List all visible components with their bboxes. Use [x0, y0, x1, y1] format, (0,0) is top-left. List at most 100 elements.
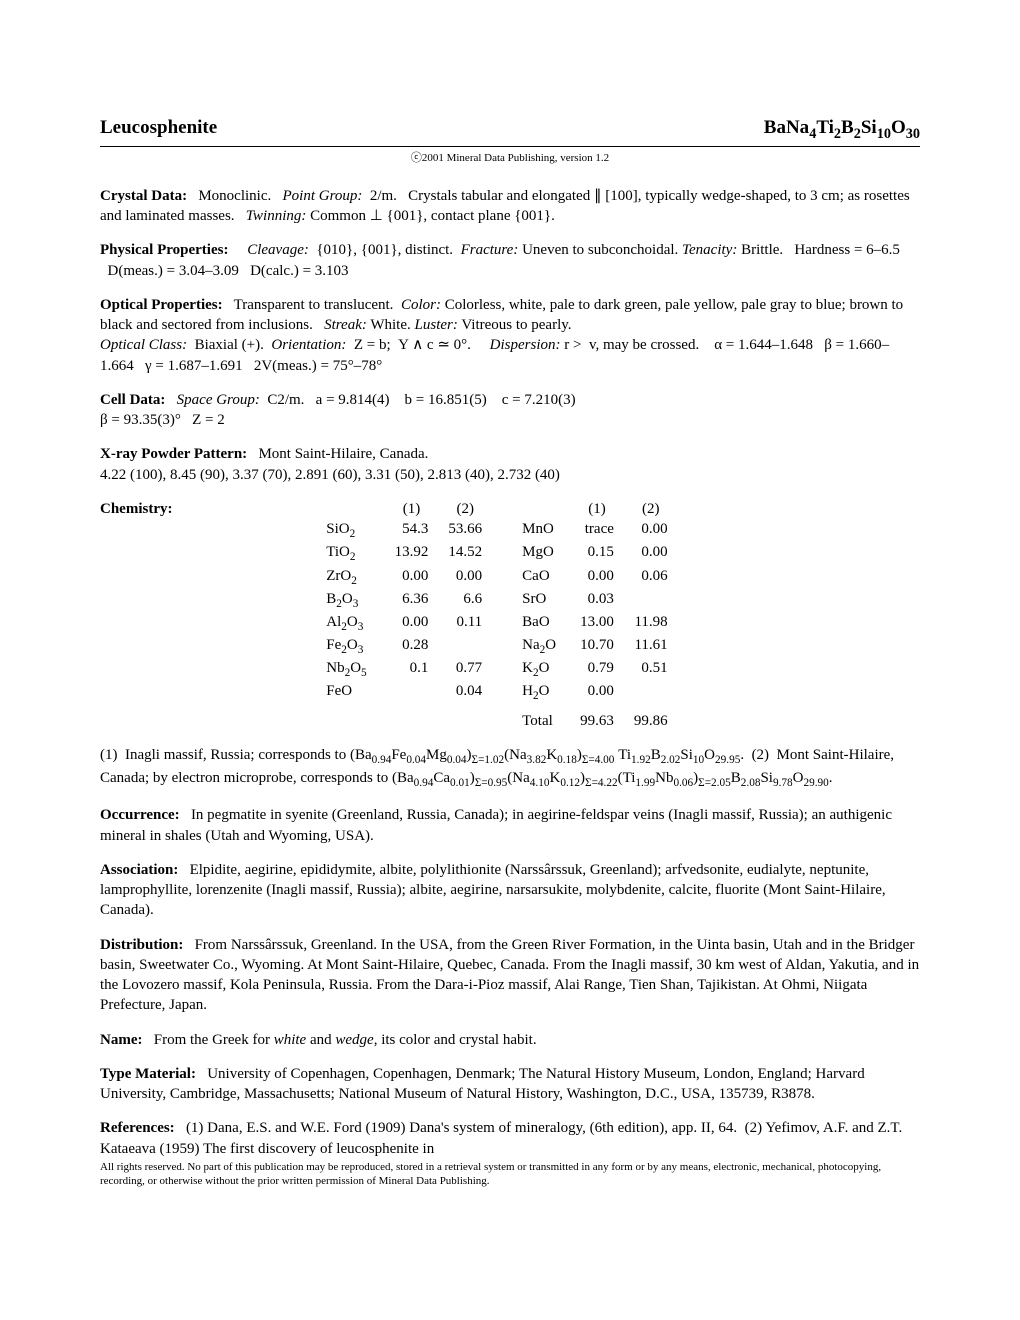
- value-cell: 11.61: [624, 635, 678, 658]
- value-cell: 0.79: [570, 658, 624, 681]
- section-body: From the Greek for white and wedge, its …: [154, 1032, 537, 1048]
- compound-cell: SrO: [492, 589, 570, 612]
- table-row: Nb2O50.10.77K2O0.790.51: [316, 658, 677, 681]
- col-header: (2): [438, 499, 492, 519]
- section-label: References:: [100, 1120, 175, 1136]
- compound-cell: K2O: [492, 658, 570, 681]
- value-cell: [624, 681, 678, 704]
- value-cell: 0.00: [570, 566, 624, 589]
- chemistry-table: (1) (2) (1) (2) SiO254.353.66MnOtrace0.0…: [316, 499, 677, 731]
- mineral-name: Leucosphenite: [100, 115, 217, 141]
- copyright-line: ⓒ2001 Mineral Data Publishing, version 1…: [100, 151, 920, 166]
- section-body: Space Group: C2/m. a = 9.814(4) b = 16.8…: [100, 392, 576, 428]
- compound-cell: FeO: [316, 681, 384, 704]
- value-cell: 0.00: [438, 566, 492, 589]
- section-body: From Narssârssuk, Greenland. In the USA,…: [100, 937, 919, 1014]
- table-row: TiO213.9214.52MgO0.150.00: [316, 542, 677, 565]
- table-row: Fe2O30.28 Na2O10.7011.61: [316, 635, 677, 658]
- total-label: Total: [492, 711, 570, 731]
- physical-properties-section: Physical Properties: Cleavage: {010}, {0…: [100, 240, 920, 281]
- xray-section: X-ray Powder Pattern: Mont Saint-Hilaire…: [100, 444, 920, 485]
- value-cell: 0.03: [570, 589, 624, 612]
- table-row: B2O36.366.6SrO0.03: [316, 589, 677, 612]
- type-material-section: Type Material: University of Copenhagen,…: [100, 1064, 920, 1105]
- value-cell: 11.98: [624, 612, 678, 635]
- compound-cell: Na2O: [492, 635, 570, 658]
- section-label: Optical Properties:: [100, 297, 223, 313]
- compound-cell: H2O: [492, 681, 570, 704]
- section-label: Type Material:: [100, 1066, 196, 1082]
- section-label: Occurrence:: [100, 807, 180, 823]
- total-2: 99.86: [624, 711, 678, 731]
- association-section: Association: Elpidite, aegirine, epididy…: [100, 860, 920, 921]
- value-cell: 0.00: [385, 566, 439, 589]
- section-label: Physical Properties:: [100, 242, 228, 258]
- value-cell: 53.66: [438, 519, 492, 542]
- cell-data-section: Cell Data: Space Group: C2/m. a = 9.814(…: [100, 390, 920, 431]
- section-label: Name:: [100, 1032, 142, 1048]
- occurrence-section: Occurrence: In pegmatite in syenite (Gre…: [100, 805, 920, 846]
- compound-cell: TiO2: [316, 542, 384, 565]
- crystal-data-section: Crystal Data: Monoclinic. Point Group: 2…: [100, 186, 920, 227]
- col-header: (1): [385, 499, 439, 519]
- section-label: Cell Data:: [100, 392, 165, 408]
- value-cell: 6.6: [438, 589, 492, 612]
- dist压缩-section: Distribution: From Narssârssuk, Greenlan…: [100, 935, 920, 1016]
- table-row: FeO 0.04H2O0.00: [316, 681, 677, 704]
- value-cell: 0.06: [624, 566, 678, 589]
- chemical-formula: BaNa4Ti2B2Si10O30: [764, 115, 920, 144]
- section-body: In pegmatite in syenite (Greenland, Russ…: [100, 807, 892, 843]
- section-body: Elpidite, aegirine, epididymite, albite,…: [100, 862, 886, 919]
- footer-rights: All rights reserved. No part of this pub…: [100, 1161, 920, 1189]
- value-cell: 0.00: [624, 542, 678, 565]
- value-cell: 0.15: [570, 542, 624, 565]
- table-row: ZrO20.000.00CaO0.000.06: [316, 566, 677, 589]
- section-label: Distribution:: [100, 937, 183, 953]
- value-cell: [385, 681, 439, 704]
- value-cell: 0.04: [438, 681, 492, 704]
- title-bar: Leucosphenite BaNa4Ti2B2Si10O30: [100, 115, 920, 147]
- value-cell: 0.28: [385, 635, 439, 658]
- value-cell: 0.51: [624, 658, 678, 681]
- compound-cell: CaO: [492, 566, 570, 589]
- chemistry-section: Chemistry: (1) (2) (1) (2) SiO254.353.66…: [100, 499, 920, 731]
- value-cell: 0.11: [438, 612, 492, 635]
- section-label: Crystal Data:: [100, 188, 187, 204]
- optical-properties-section: Optical Properties: Transparent to trans…: [100, 295, 920, 376]
- section-body: Monoclinic. Point Group: 2/m. Crystals t…: [100, 188, 910, 224]
- page: Leucosphenite BaNa4Ti2B2Si10O30 ⓒ2001 Mi…: [0, 0, 1020, 1320]
- total-1: 99.63: [570, 711, 624, 731]
- compound-cell: Nb2O5: [316, 658, 384, 681]
- compound-cell: MgO: [492, 542, 570, 565]
- value-cell: 0.00: [624, 519, 678, 542]
- table-row: SiO254.353.66MnOtrace0.00: [316, 519, 677, 542]
- value-cell: [624, 589, 678, 612]
- table-row: Al2O30.000.11BaO13.0011.98: [316, 612, 677, 635]
- value-cell: 0.00: [570, 681, 624, 704]
- value-cell: 13.92: [385, 542, 439, 565]
- value-cell: 0.00: [385, 612, 439, 635]
- section-body: University of Copenhagen, Copenhagen, De…: [100, 1066, 865, 1102]
- compound-cell: SiO2: [316, 519, 384, 542]
- compound-cell: MnO: [492, 519, 570, 542]
- value-cell: trace: [570, 519, 624, 542]
- section-label: X-ray Powder Pattern:: [100, 446, 247, 462]
- value-cell: 54.3: [385, 519, 439, 542]
- value-cell: 0.77: [438, 658, 492, 681]
- value-cell: 10.70: [570, 635, 624, 658]
- compound-cell: ZrO2: [316, 566, 384, 589]
- section-body: (1) Dana, E.S. and W.E. Ford (1909) Dana…: [100, 1120, 902, 1156]
- chemistry-analysis: (1) Inagli massif, Russia; corresponds t…: [100, 745, 920, 791]
- value-cell: [438, 635, 492, 658]
- compound-cell: B2O3: [316, 589, 384, 612]
- value-cell: 14.52: [438, 542, 492, 565]
- section-label: Chemistry:: [100, 499, 172, 519]
- references-section: References: (1) Dana, E.S. and W.E. Ford…: [100, 1118, 920, 1159]
- compound-cell: Al2O3: [316, 612, 384, 635]
- section-label: Association:: [100, 862, 178, 878]
- value-cell: 6.36: [385, 589, 439, 612]
- value-cell: 13.00: [570, 612, 624, 635]
- compound-cell: Fe2O3: [316, 635, 384, 658]
- col-header: (1): [570, 499, 624, 519]
- value-cell: 0.1: [385, 658, 439, 681]
